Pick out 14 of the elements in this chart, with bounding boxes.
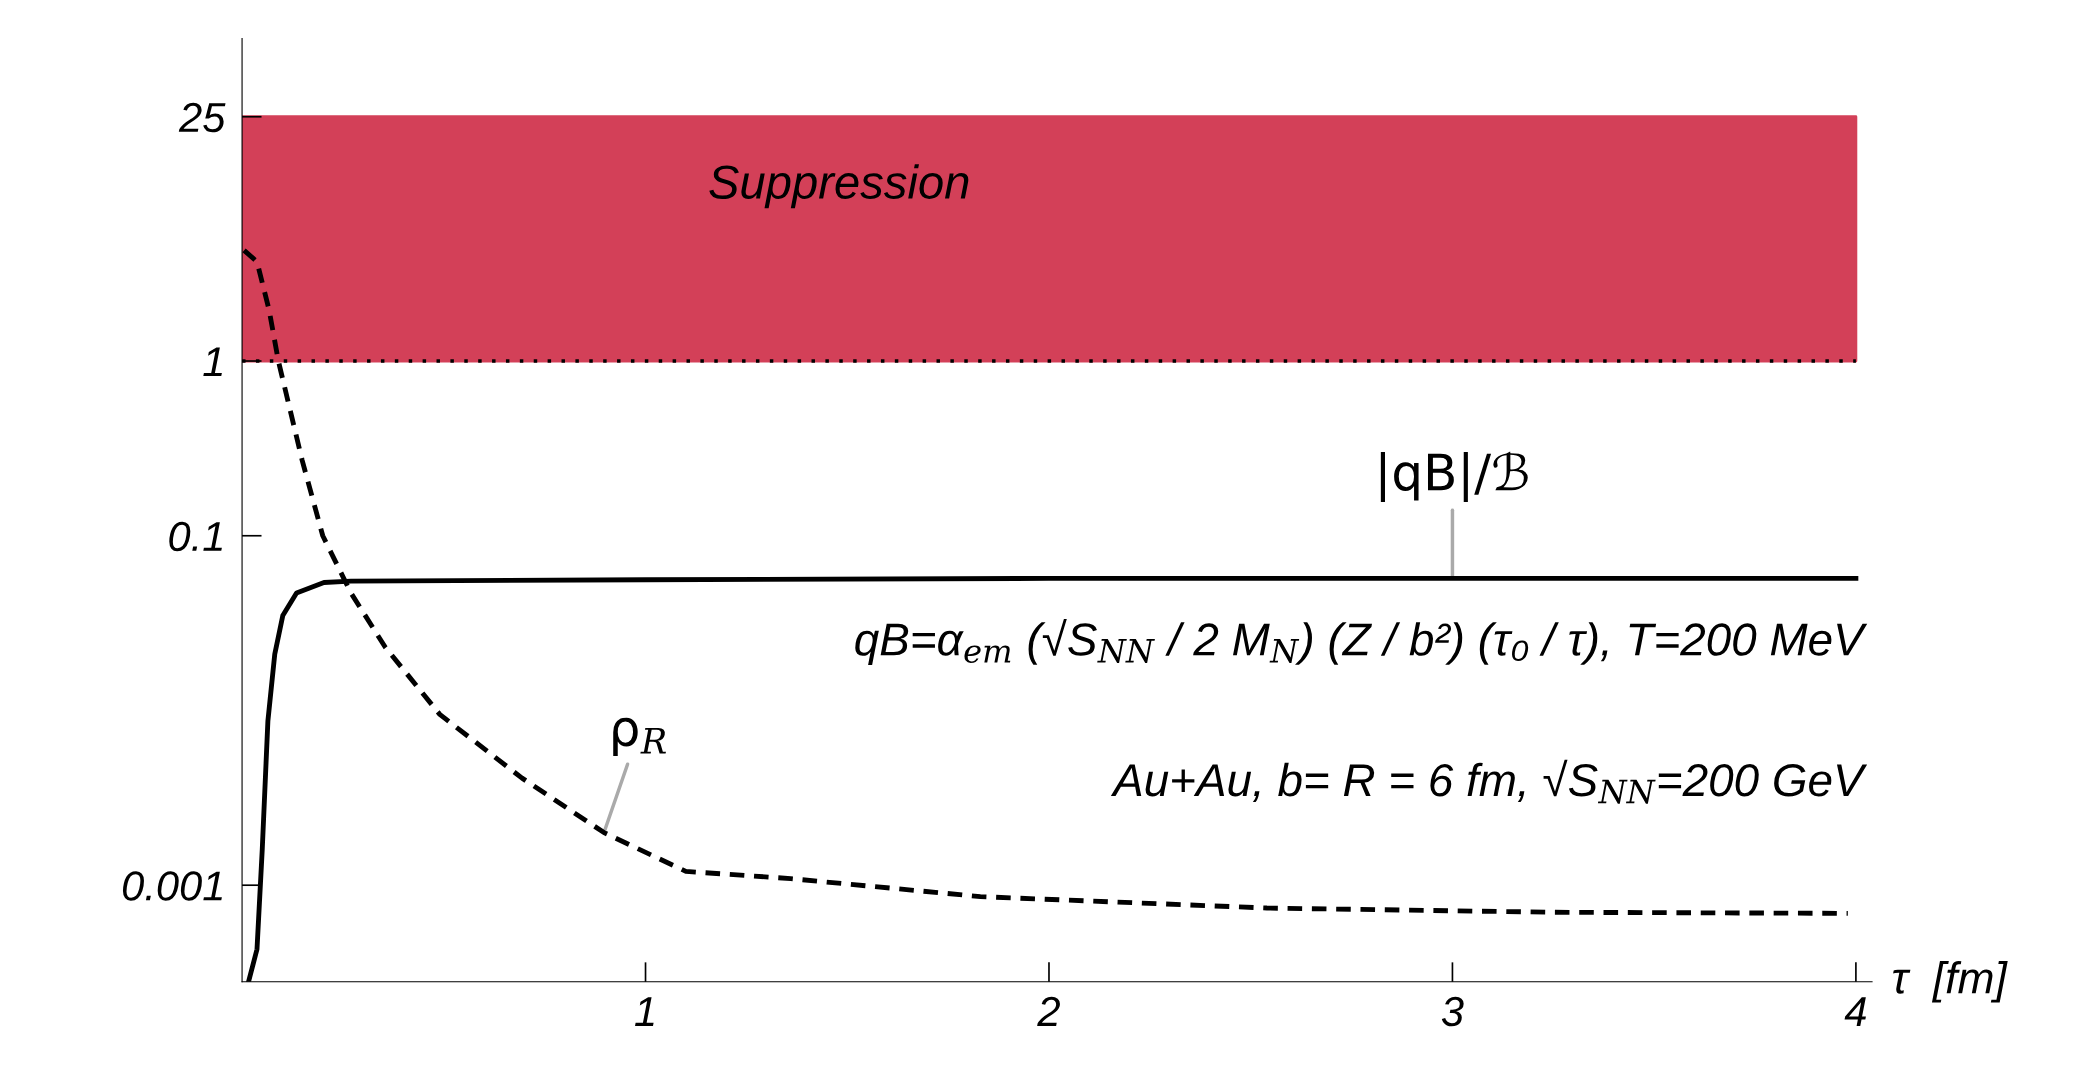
x-tick-label: 2 — [1037, 996, 1060, 1026]
y-tick-label: 0.1 — [169, 521, 222, 552]
band-label: Suppression — [709, 164, 969, 209]
series-label: |qB|/ℬ — [1380, 451, 1528, 503]
y-tick-label: 1 — [203, 347, 222, 377]
y-tick-label: 0.001 — [122, 871, 222, 901]
series-label: ρ$_{R}$ — [613, 717, 666, 757]
x-tick-label: 1 — [635, 997, 654, 1026]
annotation: Au+Au, b= R = 6 fm, √S$_{NN}$=200 GeV — [1110, 759, 1868, 804]
x-tick-label: 3 — [1441, 996, 1464, 1027]
annotation: qB=α$_{em}$ (√S$_{NN}$ / 2 M$_{N}$) (Z / b²) (τ₀ / τ), T=200 MeV — [855, 619, 1868, 665]
x-tick-label: 4 — [1844, 997, 1866, 1026]
y-tick-label: 25 — [178, 102, 226, 133]
x-axis-title: τ [fm] — [1893, 961, 2008, 1003]
